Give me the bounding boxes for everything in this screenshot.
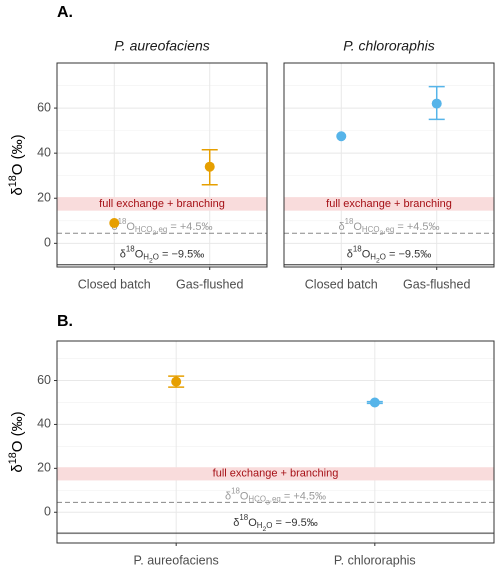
- reference-line-label-part: O: [153, 253, 159, 262]
- reference-line-label-part: 18: [353, 245, 362, 254]
- reference-line-label-part: = +4.5‰: [281, 490, 326, 502]
- reference-line-label-part: 18: [231, 486, 240, 495]
- panel-label: B.: [57, 313, 73, 330]
- point: [369, 397, 380, 408]
- reference-line-label-part: = −9.5‰: [272, 517, 317, 529]
- y-axis-label-part: 18: [7, 175, 19, 187]
- point: [109, 218, 120, 229]
- panel-border: [56, 62, 268, 268]
- reference-line-label-part: HCO: [248, 494, 266, 503]
- panel-title: P. aureofaciens: [114, 38, 209, 54]
- y-tick-label: 60: [37, 373, 51, 387]
- reference-line-label-part: ,eq: [270, 494, 281, 503]
- reference-line-label-part: O: [266, 521, 272, 530]
- point: [336, 131, 347, 142]
- band-label: full exchange + branching: [99, 198, 225, 210]
- y-axis-label-part: 18: [7, 452, 19, 464]
- point: [204, 161, 215, 172]
- point: [431, 98, 442, 109]
- reference-line-label-part: O: [126, 221, 135, 233]
- y-tick-label: 60: [37, 100, 51, 114]
- reference-line-label: δ18OH2O = −9.5‰: [347, 245, 431, 265]
- panel-label: A.: [57, 4, 73, 21]
- reference-line-label-part: 3: [153, 230, 157, 237]
- reference-line-label-part: 2: [376, 258, 380, 265]
- reference-line-label-part: O: [240, 490, 249, 502]
- reference-line-label-part: HCO: [362, 225, 380, 234]
- reference-line-label-part: H: [143, 253, 149, 262]
- panel-background: [284, 63, 494, 267]
- reference-line-label-part: δ: [347, 249, 353, 261]
- reference-line-label-part: = −9.5‰: [159, 249, 204, 261]
- reference-line-label-part: δ: [225, 490, 231, 502]
- y-tick-label: 20: [37, 191, 51, 205]
- x-tick-label: Closed batch: [78, 277, 151, 291]
- reference-line-label-part: 18: [126, 245, 135, 254]
- y-tick-label: 0: [44, 236, 51, 250]
- reference-line-label-part: O: [248, 517, 257, 529]
- y-axis-label-part: δ: [9, 464, 26, 472]
- panel-border: [283, 62, 495, 268]
- y-tick-label: 20: [37, 461, 51, 475]
- reference-line-label: δ18OH2O = −9.5‰: [120, 245, 204, 265]
- panel-background: [57, 341, 494, 543]
- point: [171, 376, 182, 387]
- reference-line-label-part: 3: [266, 499, 270, 506]
- reference-line-label-part: δ: [338, 221, 344, 233]
- reference-line-label-part: 18: [118, 217, 127, 226]
- panel-title: P. chlororaphis: [343, 38, 435, 54]
- reference-line-label-part: = +4.5‰: [167, 221, 212, 233]
- reference-line-label-part: O: [353, 221, 362, 233]
- x-tick-label: P. chlororaphis: [334, 553, 416, 567]
- x-tick-label: P. aureofaciens: [134, 553, 219, 567]
- reference-line-label: δ18OH2O = −9.5‰: [233, 513, 317, 533]
- reference-line-label-part: H: [370, 253, 376, 262]
- reference-line-label-part: O: [362, 249, 371, 261]
- reference-line-label-part: 18: [239, 513, 248, 522]
- reference-line-label-part: δ: [233, 517, 239, 529]
- y-axis-label-part: O (‰): [9, 411, 26, 452]
- y-axis-label-part: δ: [9, 187, 26, 195]
- reference-line-label-part: H: [257, 521, 263, 530]
- reference-line-label-part: δ: [120, 249, 126, 261]
- reference-band: [57, 467, 494, 481]
- x-tick-label: Gas-flushed: [403, 277, 470, 291]
- reference-line-label-part: 3: [380, 230, 384, 237]
- reference-line-label: δ18OHCO3,eq = +4.5‰: [338, 217, 439, 237]
- x-tick-label: Closed batch: [305, 277, 378, 291]
- y-axis-label: δ18O (‰): [7, 411, 26, 472]
- reference-line-label-part: O: [135, 249, 144, 261]
- panel-border: [56, 340, 495, 544]
- y-tick-label: 40: [37, 417, 51, 431]
- y-axis-label-part: O (‰): [9, 134, 26, 175]
- reference-band: [57, 197, 267, 211]
- y-tick-label: 0: [44, 505, 51, 519]
- band-label: full exchange + branching: [326, 198, 452, 210]
- panel-background: [57, 63, 267, 267]
- reference-band: [284, 197, 494, 211]
- reference-line-label-part: = −9.5‰: [386, 249, 431, 261]
- band-label: full exchange + branching: [213, 468, 339, 480]
- reference-line-label: δ18OHCO3,eq = +4.5‰: [225, 486, 326, 506]
- reference-line-label-part: O: [380, 253, 386, 262]
- y-tick-label: 40: [37, 145, 51, 159]
- reference-line-label-part: 18: [345, 217, 354, 226]
- reference-line-label-part: 2: [262, 526, 266, 533]
- x-tick-label: Gas-flushed: [176, 277, 243, 291]
- reference-line-label-part: HCO: [135, 225, 153, 234]
- reference-line-label-part: ,eq: [383, 225, 394, 234]
- reference-line-label-part: 2: [149, 258, 153, 265]
- y-axis-label: δ18O (‰): [7, 134, 26, 195]
- reference-line-label-part: ,eq: [156, 225, 167, 234]
- reference-line-label-part: = +4.5‰: [394, 221, 439, 233]
